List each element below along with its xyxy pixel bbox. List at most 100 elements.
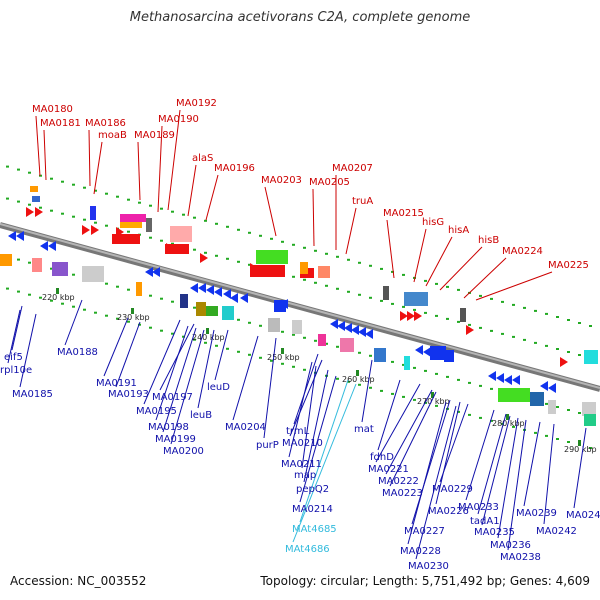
- track-dot: [259, 324, 262, 327]
- leader-line: [167, 109, 181, 211]
- track-dot: [369, 264, 372, 267]
- gene-block: [222, 306, 234, 320]
- leader-line: [389, 391, 437, 487]
- track-dot: [116, 317, 119, 320]
- track-dot: [149, 236, 152, 239]
- gene-block: [196, 302, 206, 316]
- tick-label: 230 kbp: [117, 313, 150, 322]
- track-dot: [479, 326, 482, 329]
- tick-mark: [206, 328, 209, 334]
- track-dot: [116, 195, 119, 198]
- gene-label: MA0186: [85, 118, 126, 129]
- leader-line: [64, 299, 83, 346]
- track-dot: [127, 288, 130, 291]
- gene-block: [90, 206, 96, 220]
- gene-label: MA0229: [432, 484, 473, 495]
- track-dot: [501, 422, 504, 425]
- leader-line: [303, 369, 329, 483]
- track-dot: [160, 329, 163, 332]
- gene-label: MA0188: [57, 347, 98, 358]
- track-dot: [215, 254, 218, 257]
- track-dot: [523, 306, 526, 309]
- gene-arrow-reverse: [351, 325, 359, 335]
- gene-label: MA0235: [474, 527, 515, 538]
- tick-mark: [356, 370, 359, 376]
- gene-label: MA0191: [96, 378, 137, 389]
- leader-lines: [7, 109, 587, 560]
- track-dot: [149, 326, 152, 329]
- gene-block: [170, 226, 192, 242]
- track-dot: [435, 314, 438, 317]
- track-dot: [50, 209, 53, 212]
- gene-arrow-reverse: [358, 327, 366, 337]
- leader-line: [299, 379, 349, 523]
- track-dot: [479, 294, 482, 297]
- gene-label: MA0233: [458, 502, 499, 513]
- gene-block: [112, 234, 140, 244]
- track-dot: [468, 413, 471, 416]
- leader-line: [439, 246, 483, 291]
- track-dot: [138, 201, 141, 204]
- track-dot: [94, 221, 97, 224]
- gene-block: [0, 254, 12, 266]
- track-dot: [83, 308, 86, 311]
- gene-label: MA0210: [282, 438, 323, 449]
- leader-line: [293, 353, 319, 425]
- track-dot: [28, 261, 31, 264]
- leader-line: [573, 427, 587, 509]
- leader-line: [407, 401, 447, 545]
- gene-arrow-reverse: [548, 383, 556, 393]
- track-dot: [402, 305, 405, 308]
- gene-arrow-reverse: [337, 321, 345, 331]
- track-dot: [303, 246, 306, 249]
- track-dot: [380, 389, 383, 392]
- gene-label: MA0197: [152, 392, 193, 403]
- leader-line: [413, 228, 427, 283]
- genome-summary-text: Topology: circular; Length: 5,751,492 bp…: [260, 574, 590, 588]
- gene-label: MA0181: [40, 118, 81, 129]
- gene-label: fdhD: [370, 452, 394, 463]
- leader-line: [345, 207, 357, 255]
- track-dot: [336, 287, 339, 290]
- gene-label: pepQ2: [296, 484, 329, 495]
- track-dot: [545, 312, 548, 315]
- track-dot: [402, 273, 405, 276]
- track-dot: [314, 249, 317, 252]
- track-dot: [512, 335, 515, 338]
- leader-line: [187, 164, 197, 217]
- track-dot: [402, 363, 405, 366]
- gene-arrow-reverse: [206, 285, 214, 295]
- track-dot: [446, 375, 449, 378]
- track-dot: [358, 383, 361, 386]
- track-dot: [204, 251, 207, 254]
- gene-label: alaS: [192, 153, 213, 164]
- leader-line: [477, 413, 507, 515]
- track-dot: [303, 336, 306, 339]
- gene-label: moaB: [98, 130, 127, 141]
- track-dot: [193, 338, 196, 341]
- track-dot: [281, 330, 284, 333]
- tick-mark: [431, 392, 434, 398]
- track-dot: [567, 351, 570, 353]
- track-dot: [589, 325, 592, 327]
- track-dot: [182, 213, 185, 216]
- track-dot: [204, 219, 207, 222]
- leader-line: [299, 375, 337, 503]
- track-dot: [171, 332, 174, 335]
- gene-block: [120, 222, 142, 228]
- track-dot: [193, 248, 196, 251]
- gene-label: trmL: [286, 426, 310, 437]
- gene-label: leuB: [190, 410, 212, 421]
- gene-arrow-forward: [200, 253, 208, 263]
- track-dot: [314, 339, 317, 342]
- gene-arrow-forward: [400, 311, 408, 321]
- gene-block: [32, 258, 42, 272]
- gene-label: hisA: [448, 225, 469, 236]
- track-dot: [17, 200, 20, 203]
- gene-label: MA0239: [516, 508, 557, 519]
- gene-arrow-forward: [82, 225, 90, 235]
- gene-label: MA0205: [309, 177, 350, 188]
- tick-label: 240 kbp: [192, 333, 225, 342]
- tick-mark: [56, 288, 59, 294]
